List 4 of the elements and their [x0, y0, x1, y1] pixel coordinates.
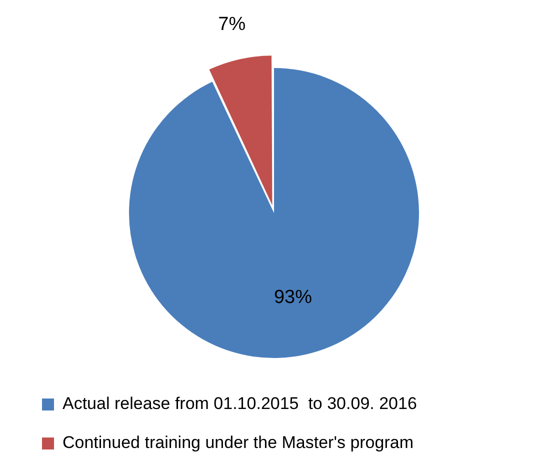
data-label: 93% [274, 287, 312, 308]
legend-label: Continued training under the Master's program [62, 433, 414, 452]
legend-label: Actual release from 01.10.2015 to 30.09. 2016 [62, 394, 417, 414]
data-label: 7% [218, 14, 246, 35]
